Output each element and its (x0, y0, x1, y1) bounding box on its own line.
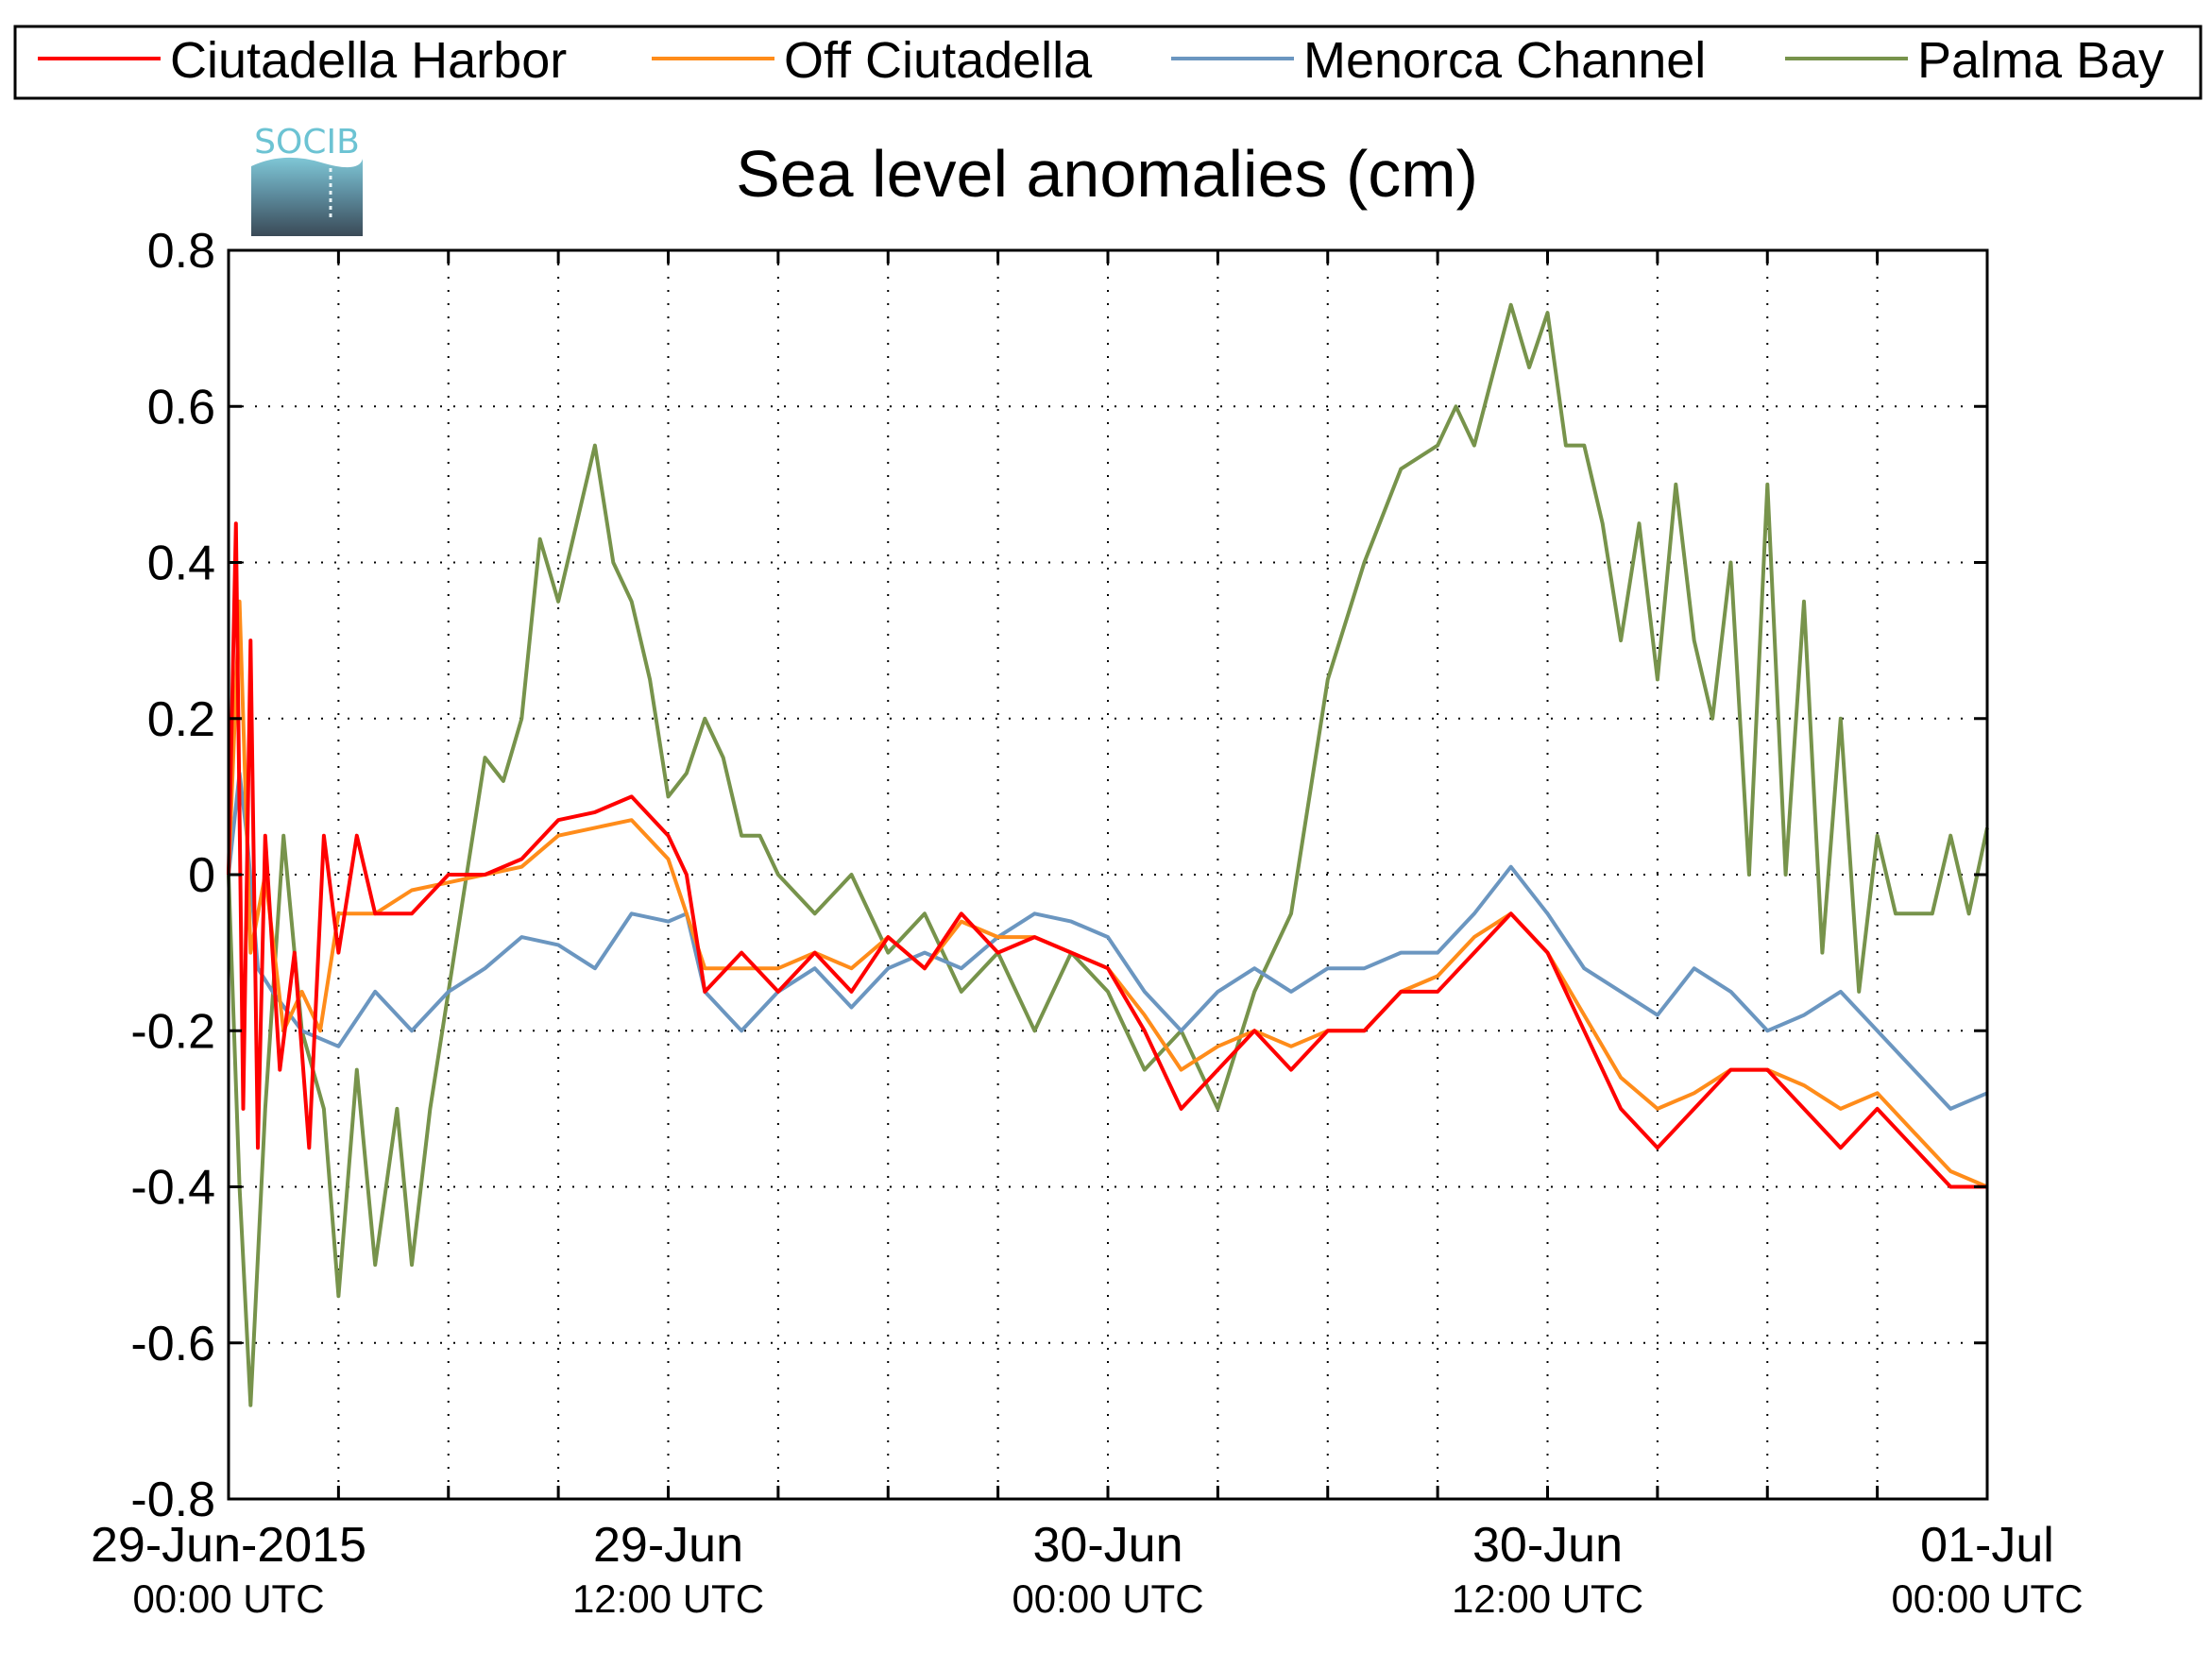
x-tick-date-label: 29-Jun (593, 1518, 743, 1573)
legend-items: Ciutadella Harbor Off Ciutadella Menorca C… (38, 32, 2164, 89)
x-tick-time-label: 00:00 UTC (132, 1576, 324, 1621)
series-layer (227, 302, 1989, 1407)
x-tick-date-label: 01-Jul (1920, 1518, 2054, 1573)
x-tick-time-label: 00:00 UTC (1891, 1576, 2083, 1621)
legend-label-ciutadella-harbor: Ciutadella Harbor (170, 32, 567, 89)
chart-title: Sea level anomalies (cm) (736, 137, 1478, 211)
y-tick-label: -0.8 (130, 1473, 215, 1527)
y-tick-label: 0.8 (147, 224, 215, 279)
x-tick-time-label: 12:00 UTC (1452, 1576, 1643, 1621)
axis-ticks (227, 248, 1989, 1501)
legend: Ciutadella Harbor Off Ciutadella Menorca C… (13, 25, 2203, 100)
x-tick-date-label: 29-Jun-2015 (91, 1518, 366, 1573)
legend-label-palma-bay: Palma Bay (1917, 32, 2164, 89)
x-tick-date-label: 30-Jun (1472, 1518, 1623, 1573)
logo-text: SOCIB (254, 123, 360, 162)
x-tick-date-label: 30-Jun (1033, 1518, 1183, 1573)
y-tick-label: 0.4 (147, 536, 215, 591)
x-tick-time-label: 00:00 UTC (1012, 1576, 1203, 1621)
y-tick-label: -0.2 (130, 1004, 215, 1059)
series-menorca-channel (227, 771, 1988, 1111)
y-axis-labels: 0.8 0.6 0.4 0.2 0 -0.2 -0.4 -0.6 -0.8 (130, 224, 215, 1527)
series-ciutadella-harbor (227, 521, 1987, 1189)
y-tick-label: -0.6 (130, 1317, 215, 1371)
series-off-ciutadella (227, 599, 1988, 1189)
legend-box (13, 25, 2203, 100)
legend-label-off-ciutadella: Off Ciutadella (784, 32, 1093, 89)
y-tick-label: -0.4 (130, 1161, 215, 1216)
logo-wave (251, 157, 363, 236)
y-tick-label: 0.2 (147, 692, 215, 747)
x-tick-time-label: 12:00 UTC (572, 1576, 764, 1621)
y-tick-label: 0 (188, 848, 215, 903)
socib-logo: SOCIB (251, 123, 363, 236)
y-tick-label: 0.6 (147, 380, 215, 434)
series-palma-bay (227, 302, 1989, 1407)
legend-label-menorca-channel: Menorca Channel (1303, 32, 1706, 89)
